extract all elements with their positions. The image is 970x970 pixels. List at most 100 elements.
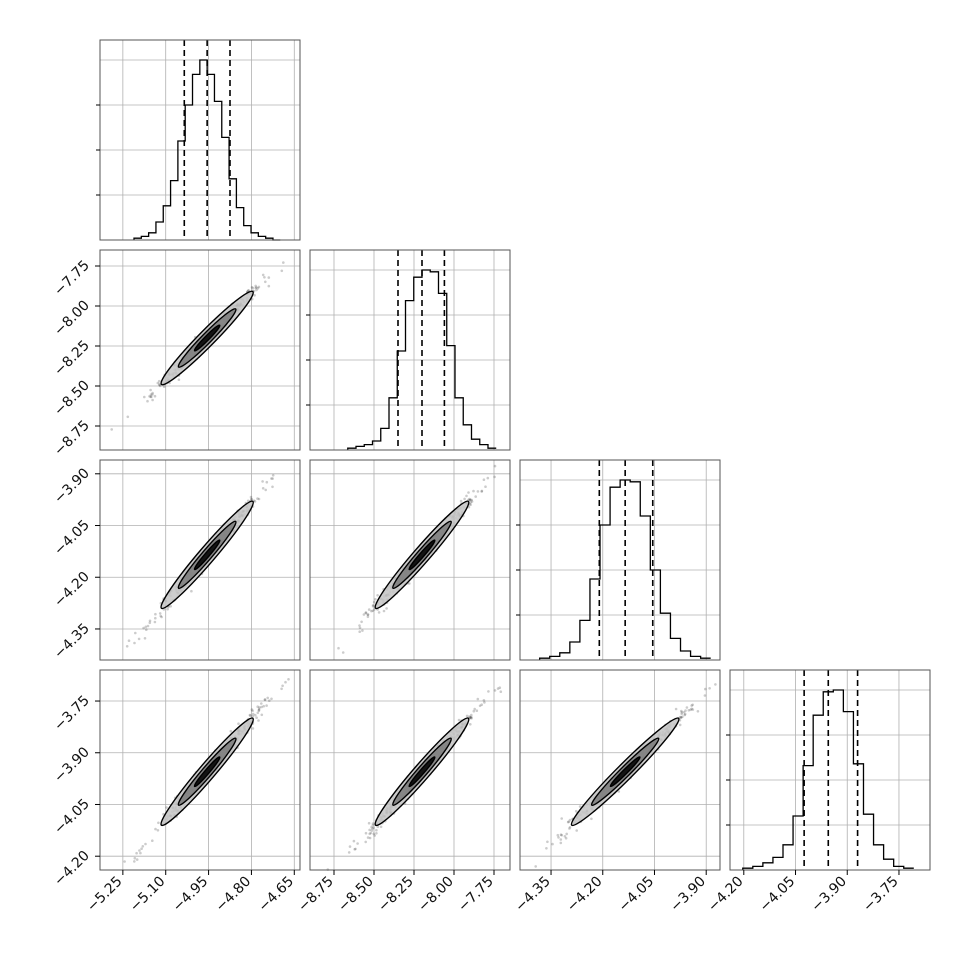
scatter-point [364,611,368,615]
scatter-point [151,393,154,396]
scatter-point [683,713,686,717]
scatter-point [257,719,260,722]
scatter-point [373,834,377,837]
scatter-point [251,286,255,290]
x-tick-label: −4.20 [564,874,606,916]
scatter-point [264,488,268,492]
scatter-point [469,501,473,504]
scatter-point [280,269,284,273]
scatter-point [260,713,264,717]
scatter-point [135,858,139,861]
scatter-point [368,832,372,836]
scatter-panel-3-1: −8.75−8.50−8.25−8.00−7.75 [295,669,511,916]
scatter-point [470,717,473,720]
scatter-point [457,718,461,722]
scatter-point [371,609,375,613]
scatter-point [159,614,162,618]
scatter-point [574,809,578,813]
y-tick-label: −3.90 [51,465,93,507]
scatter-point [372,832,376,836]
scatter-point [258,706,261,709]
scatter-point [691,703,694,707]
scatter-point [684,709,687,712]
scatter-point [534,865,537,868]
scatter-point [369,831,373,835]
scatter-point [568,826,572,829]
x-tick-label: −4.05 [757,874,799,916]
scatter-point [160,615,163,619]
panel-frame [519,459,721,661]
scatter-point [249,495,253,499]
scatter-point [689,708,692,712]
scatter-point [459,499,463,503]
scatter-point [475,709,479,712]
scatter-point [156,381,160,385]
x-tick-label: −3.75 [860,874,902,916]
scatter-point [267,276,271,279]
scatter-point [253,500,257,503]
panel-frame [99,249,301,451]
scatter-point [578,805,582,808]
scatter-point [356,842,359,845]
scatter-point [126,415,130,419]
scatter-point [496,687,500,690]
scatter-point [352,839,356,843]
scatter-point [468,498,472,502]
scatter-point [370,829,374,832]
scatter-point [470,715,473,719]
scatter-panel-1-0: −8.75−8.50−8.25−8.00−7.75 [51,249,301,460]
scatter-point [270,697,273,701]
scatter-point [472,489,475,493]
y-tick-label: −8.25 [51,338,93,380]
scatter-point [254,286,257,290]
scatter-point [261,273,265,277]
scatter-point [260,705,263,709]
scatter-point [263,698,267,702]
x-tick-label: −8.25 [375,874,417,916]
scatter-point [158,612,162,615]
scatter-point [360,620,363,624]
scatter-point [127,639,131,642]
scatter-point [372,600,376,604]
scatter-point [263,276,266,279]
scatter-point [143,395,146,399]
scatter-point [144,625,148,629]
scatter-point [563,835,567,838]
scatter-point [377,611,381,614]
x-tick-label: −4.65 [255,874,297,916]
scatter-point [149,395,152,399]
y-tick-label: −4.05 [51,517,93,559]
scatter-point [110,428,113,431]
scatter-point [260,702,263,705]
scatter-point [256,711,260,715]
scatter-point [264,280,267,284]
scatter-point [153,620,157,624]
scatter-point [358,624,361,627]
scatter-point [476,697,480,701]
scatter-point [162,385,166,389]
scatter-point [341,651,345,654]
scatter-point [265,704,268,707]
scatter-point [480,703,484,706]
scatter-point [337,646,340,650]
scatter-point [257,285,261,289]
scatter-point [371,823,375,827]
scatter-point [148,621,152,625]
scatter-point [261,480,264,483]
x-tick-label: −4.05 [616,874,658,916]
scatter-point [367,608,371,611]
scatter-point [545,847,548,850]
scatter-point [263,698,267,701]
scatter-point [133,641,136,645]
panel-frame [309,249,511,451]
scatter-panel-3-0: −5.25 −5.10 −4.95 −4.80 −4.65 −4.20 −4.05 −3.90… [51,669,301,916]
scatter-panel-2-1 [309,459,511,661]
scatter-point [156,829,160,832]
scatter-point [371,604,375,608]
scatter-point [358,626,362,630]
scatter-point [575,829,578,832]
y-tick-label: −8.75 [51,418,93,460]
scatter-point [368,828,371,832]
x-tick-label: −8.50 [335,874,377,916]
scatter-point [368,836,372,840]
